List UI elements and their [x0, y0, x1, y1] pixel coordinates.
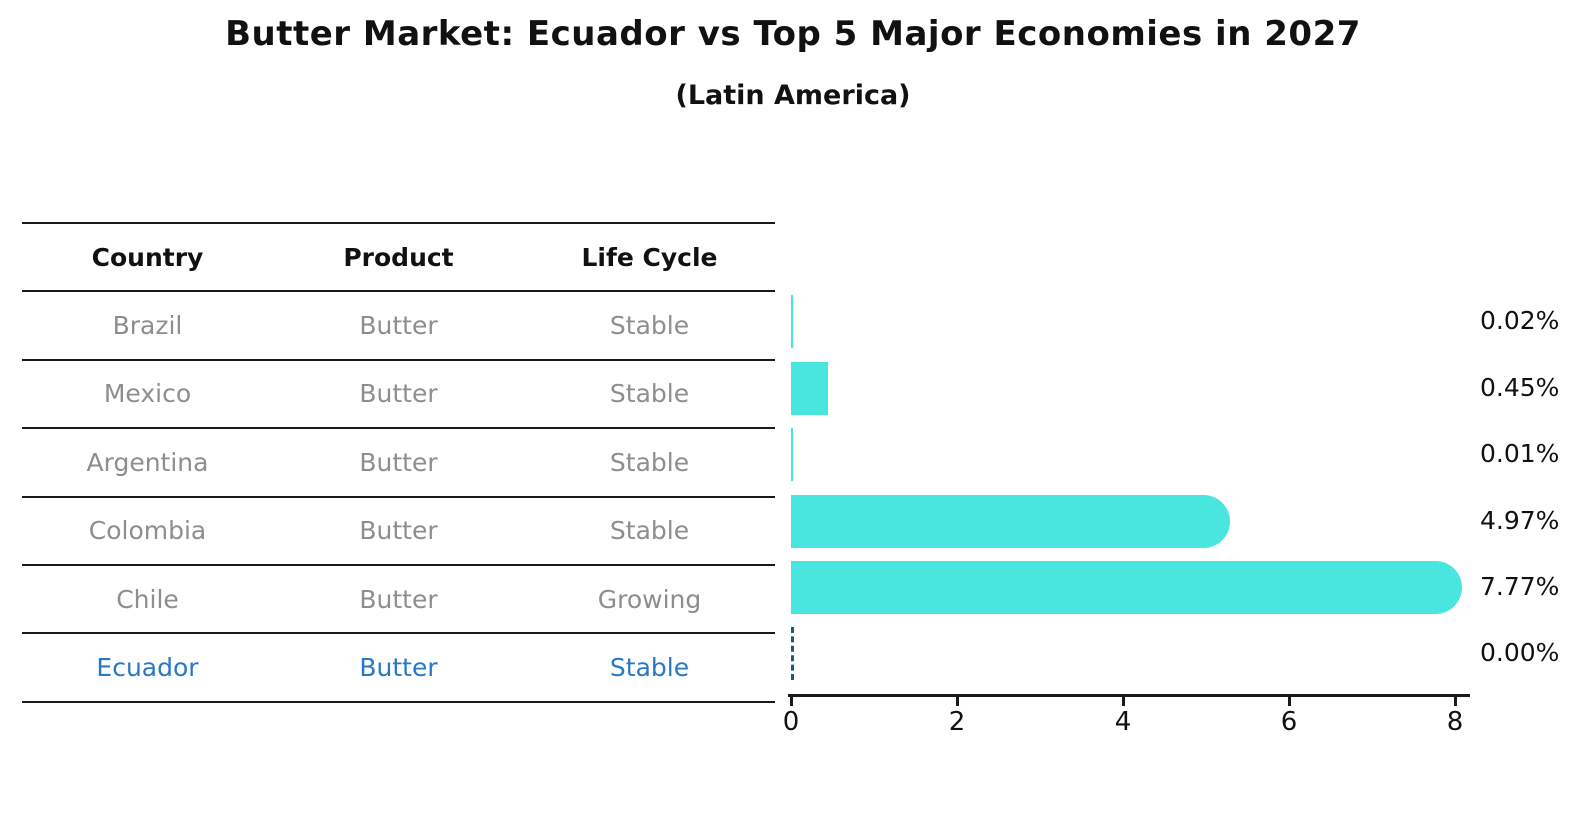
bar-value-label: 4.97%: [1480, 505, 1560, 535]
table-row-ecuador: Ecuador Butter Stable: [22, 632, 775, 703]
bar-colombia: [791, 494, 1230, 548]
bar-value-label: 0.01%: [1480, 439, 1560, 469]
cell-country: Argentina: [86, 447, 209, 477]
table-row-brazil: Brazil Butter Stable: [22, 290, 775, 358]
cell-country: Mexico: [103, 379, 192, 409]
cell-product: Butter: [359, 447, 438, 477]
table-row-mexico: Mexico Butter Stable: [22, 358, 775, 427]
chart-subtitle: (Latin America): [675, 80, 911, 111]
x-axis-tick-label: 4: [1114, 707, 1132, 737]
bar-value-label: 0.00%: [1480, 638, 1560, 668]
cell-life_cycle: Growing: [597, 584, 702, 614]
table-row-colombia: Colombia Butter Stable: [22, 495, 775, 564]
table-row-argentina: Argentina Butter Stable: [22, 427, 775, 495]
bar-brazil: [791, 295, 793, 349]
cell-life_cycle: Stable: [609, 447, 690, 477]
cell-product: Butter: [359, 311, 438, 341]
table-row-chile: Chile Butter Growing: [22, 563, 775, 632]
x-axis-tick-label: 2: [948, 707, 966, 737]
cell-country: Ecuador: [96, 653, 199, 683]
x-axis-tick-mark: [1121, 697, 1125, 706]
bar-ecuador: [791, 627, 794, 681]
bar-argentina: [791, 428, 793, 482]
column-header-country: Country: [91, 242, 204, 272]
table-header-row: Country Product Life Cycle: [22, 222, 775, 290]
cell-country: Colombia: [88, 516, 207, 546]
bar-chile: [791, 561, 1462, 614]
column-header-life_cycle: Life Cycle: [581, 242, 718, 272]
x-axis-tick-label: 0: [782, 707, 800, 737]
cell-product: Butter: [359, 653, 438, 683]
cell-product: Butter: [359, 584, 438, 614]
country-product-table: Country Product Life Cycle Brazil Butter Stab…: [22, 222, 775, 703]
bar-mexico: [791, 361, 829, 415]
cell-country: Chile: [116, 584, 179, 614]
x-axis-tick-mark: [955, 697, 959, 706]
x-axis-tick-label: 8: [1446, 707, 1464, 737]
x-axis-line: [788, 694, 1470, 697]
cell-life_cycle: Stable: [609, 379, 690, 409]
cell-product: Butter: [359, 516, 438, 546]
cell-life_cycle: Stable: [609, 311, 690, 341]
cell-product: Butter: [359, 379, 438, 409]
cell-life_cycle: Stable: [609, 653, 690, 683]
cell-country: Brazil: [112, 311, 183, 341]
cell-life_cycle: Stable: [609, 516, 690, 546]
bar-value-label: 0.02%: [1480, 306, 1560, 336]
column-header-product: Product: [343, 242, 454, 272]
chart-title: Butter Market: Ecuador vs Top 5 Major Ec…: [225, 14, 1361, 54]
x-axis-tick-label: 6: [1280, 707, 1298, 737]
bar-value-label: 0.45%: [1480, 372, 1560, 402]
x-axis-tick-mark: [789, 697, 793, 706]
bar-value-label: 7.77%: [1480, 572, 1560, 601]
x-axis-tick-mark: [1453, 697, 1457, 706]
x-axis-tick-mark: [1287, 697, 1291, 706]
